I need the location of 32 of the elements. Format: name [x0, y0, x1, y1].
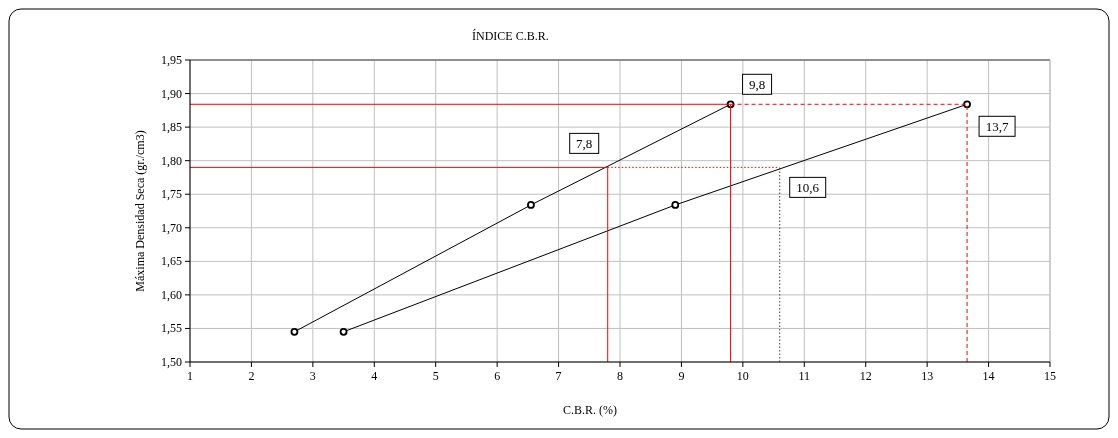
x-tick-label: 7 — [555, 369, 562, 383]
x-tick-label: 15 — [1044, 369, 1056, 383]
x-tick-label: 11 — [798, 369, 811, 383]
y-axis-title: Máxima Densidad Seca (gr./cm3) — [133, 130, 147, 292]
x-tick-label: 14 — [982, 369, 995, 383]
y-tick-label: 1,75 — [161, 187, 182, 202]
x-axis-title: C.B.R. (%) — [563, 403, 617, 417]
annotation: 7,8 — [576, 136, 593, 152]
x-tick-label: 4 — [371, 369, 378, 383]
x-tick-label: 1 — [187, 369, 193, 383]
y-tick-label: 1,90 — [161, 86, 182, 101]
x-tick-label: 9 — [678, 369, 685, 383]
annotation: 13,7 — [985, 119, 1009, 135]
y-tick-label: 1,60 — [161, 287, 182, 302]
annotation: 9,8 — [748, 77, 766, 93]
x-tick-label: 3 — [309, 369, 316, 383]
x-tick-label: 5 — [432, 369, 439, 383]
x-tick-label: 8 — [617, 369, 623, 383]
x-tick-label: 13 — [921, 369, 934, 383]
y-tick-label: 1,85 — [161, 120, 182, 135]
y-tick-label: 1,70 — [161, 220, 182, 235]
y-tick-label: 1,95 — [161, 53, 182, 67]
chart-title: ÍNDICE C.B.R. — [472, 29, 549, 43]
x-tick-label: 10 — [736, 369, 749, 383]
annotation: 10,6 — [796, 180, 820, 196]
x-tick-label: 2 — [248, 369, 255, 383]
x-tick-label: 6 — [494, 369, 501, 383]
y-tick-label: 1,50 — [161, 355, 182, 369]
y-tick-label: 1,55 — [161, 321, 182, 336]
y-tick-label: 1,65 — [161, 254, 182, 269]
y-tick-label: 1,80 — [161, 153, 182, 168]
x-tick-label: 12 — [859, 369, 872, 383]
